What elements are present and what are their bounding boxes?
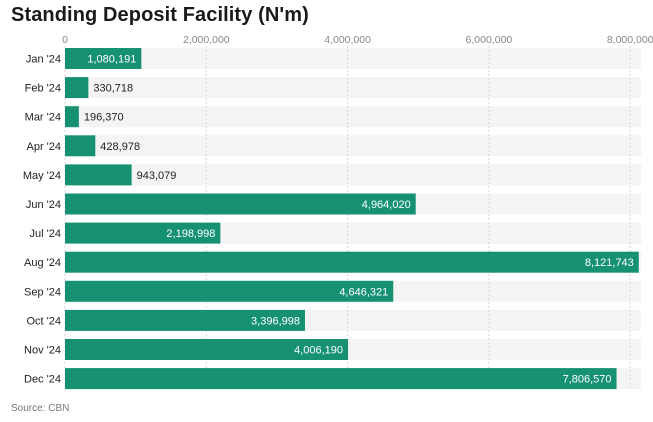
bar — [65, 280, 394, 302]
value-label: 4,646,321 — [339, 286, 388, 298]
category-label: Dec '24 — [24, 374, 61, 386]
bar — [65, 193, 416, 215]
value-label: 4,964,020 — [362, 199, 411, 211]
category-label: Oct '24 — [26, 315, 61, 327]
value-label: 3,396,998 — [251, 315, 300, 327]
category-label: May '24 — [23, 170, 61, 182]
bar — [65, 368, 617, 390]
bar — [65, 251, 639, 273]
category-label: Jun '24 — [26, 199, 61, 211]
row-band — [65, 164, 641, 186]
category-label: Aug '24 — [24, 257, 61, 269]
category-label: Feb '24 — [25, 83, 61, 95]
bar — [65, 77, 89, 99]
gridlines — [64, 46, 631, 390]
bar — [65, 164, 132, 186]
value-labels: 1,080,191 330,718 196,370 428,978 943,079 4,9… — [84, 54, 634, 386]
bar — [65, 48, 142, 69]
bar — [65, 309, 305, 331]
x-axis-ticks: 0 2,000,000 4,000,000 6,000,000 8,000,000 — [62, 34, 653, 46]
row-band — [65, 48, 641, 69]
row-band — [65, 106, 641, 128]
bar — [65, 135, 96, 157]
x-tick-label: 6,000,000 — [466, 34, 513, 46]
value-label: 2,198,998 — [166, 228, 215, 240]
category-label: Mar '24 — [25, 112, 61, 124]
category-labels: Jan '24 Feb '24 Mar '24 Apr '24 May '24 Jun '… — [23, 54, 61, 386]
category-label: Nov '24 — [24, 345, 61, 357]
x-tick-label: 4,000,000 — [324, 34, 371, 46]
value-label: 943,079 — [137, 170, 177, 182]
value-label: 1,080,191 — [87, 54, 136, 66]
category-label: Jan '24 — [26, 54, 61, 66]
value-label: 330,718 — [93, 83, 133, 95]
row-band — [65, 77, 641, 99]
bar — [65, 222, 221, 244]
category-label: Sep '24 — [24, 286, 61, 298]
value-label: 4,006,190 — [294, 345, 343, 357]
value-label: 8,121,743 — [585, 257, 634, 269]
category-label: Apr '24 — [26, 141, 61, 153]
bar-chart: 0 2,000,000 4,000,000 6,000,000 8,000,000 Ja… — [23, 34, 653, 390]
chart-title: Standing Deposit Facility (N'm) — [11, 4, 309, 26]
x-tick-label: 0 — [62, 34, 68, 46]
bar — [65, 106, 79, 128]
row-band — [65, 135, 641, 157]
value-label: 7,806,570 — [563, 374, 612, 386]
x-tick-label: 2,000,000 — [183, 34, 230, 46]
category-label: Jul '24 — [30, 228, 61, 240]
bars — [65, 48, 639, 390]
source-note: Source: CBN — [11, 403, 70, 414]
x-tick-label: 8,000,000 — [607, 34, 653, 46]
value-label: 428,978 — [100, 141, 140, 153]
bar — [65, 339, 349, 360]
row-bands — [65, 48, 641, 390]
value-label: 196,370 — [84, 112, 124, 124]
